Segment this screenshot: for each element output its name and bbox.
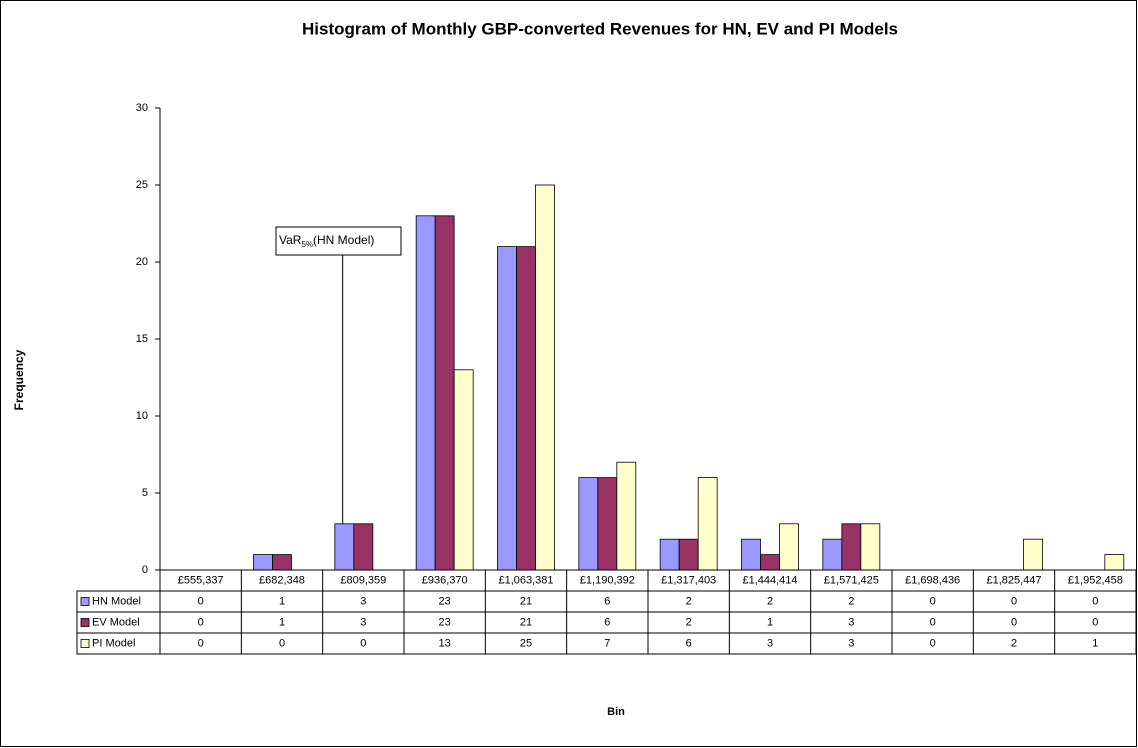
table-cell: 0	[1011, 595, 1017, 607]
y-tick-label: 25	[136, 179, 148, 191]
x-tick-label: £682,348	[259, 574, 305, 586]
table-cell: 0	[198, 637, 204, 649]
y-tick-label: 10	[136, 410, 148, 422]
table-cell: 7	[604, 637, 610, 649]
x-tick-label: £555,337	[178, 574, 224, 586]
bar	[841, 523, 862, 571]
bar	[334, 523, 355, 571]
table-cell: 3	[848, 637, 854, 649]
table-cell: 2	[848, 595, 854, 607]
table-cell: 3	[767, 637, 773, 649]
table-cell: 0	[930, 595, 936, 607]
chart-title: Histogram of Monthly GBP-converted Reven…	[302, 19, 898, 38]
table-cell: 0	[198, 616, 204, 628]
bar	[860, 523, 881, 571]
legend-swatch	[80, 618, 90, 627]
table-cell: 0	[930, 637, 936, 649]
bar	[659, 538, 680, 571]
x-tick-label: £1,444,414	[742, 574, 797, 586]
table-cell: 23	[439, 616, 451, 628]
y-axis-label: Frequency	[12, 349, 26, 410]
y-tick-label: 15	[136, 333, 148, 345]
table-cell: 1	[1092, 637, 1098, 649]
table-cell: 21	[520, 616, 532, 628]
table-cell: 0	[1092, 616, 1098, 628]
bar	[678, 538, 699, 571]
bar	[272, 554, 292, 571]
y-tick-label: 20	[136, 256, 148, 268]
x-tick-label: £1,825,447	[986, 574, 1041, 586]
table-cell: 0	[930, 616, 936, 628]
x-tick-label: £809,359	[340, 574, 386, 586]
table-cell: 2	[686, 595, 692, 607]
legend-label: PI Model	[92, 637, 135, 649]
bar	[697, 477, 718, 571]
table-cell: 1	[767, 616, 773, 628]
bar	[779, 523, 799, 571]
table-cell: 0	[360, 637, 366, 649]
table-cell: 1	[279, 616, 285, 628]
table-cell: 0	[279, 637, 285, 649]
bar	[497, 246, 517, 571]
table-cell: 3	[360, 616, 366, 628]
bar	[434, 215, 455, 571]
table-cell: 13	[439, 637, 451, 649]
bar	[760, 554, 780, 571]
annotation-text: VaR	[279, 233, 302, 247]
annotation-text: VaR5%(HN Model)	[279, 233, 374, 249]
table-row	[76, 632, 1137, 655]
table-cell: 6	[686, 637, 692, 649]
table-cell: 0	[1011, 616, 1017, 628]
bar	[415, 215, 436, 571]
table-cell: 21	[520, 595, 532, 607]
bar	[353, 523, 374, 571]
table-cell: 2	[1011, 637, 1017, 649]
table-cell: 1	[279, 595, 285, 607]
annotation-box	[275, 226, 402, 256]
x-axis-label: Bin	[607, 706, 625, 718]
table-cell: 3	[360, 595, 366, 607]
table-cell: 23	[439, 595, 451, 607]
table-cell: 0	[198, 595, 204, 607]
bar	[1023, 538, 1043, 571]
table-cell: 25	[520, 637, 532, 649]
legend-swatch	[80, 639, 90, 648]
x-tick-label: £1,190,392	[580, 574, 635, 586]
x-tick-label: £936,370	[422, 574, 468, 586]
annotation-suffix: (HN Model)	[313, 233, 374, 247]
x-tick-label: £1,571,425	[824, 574, 879, 586]
bar	[516, 246, 536, 571]
bar	[253, 554, 273, 571]
legend-swatch	[80, 597, 90, 606]
bar	[578, 477, 599, 571]
table-cell: 3	[848, 616, 854, 628]
y-tick-label: 0	[142, 564, 148, 576]
bar	[535, 184, 555, 571]
x-tick-label: £1,952,458	[1068, 574, 1123, 586]
bar	[822, 538, 843, 571]
bar	[741, 538, 761, 571]
table-cell: 0	[1092, 595, 1098, 607]
table-cell: 6	[604, 595, 610, 607]
bar	[453, 369, 474, 571]
bar	[616, 461, 637, 571]
table-cell: 6	[604, 616, 610, 628]
x-tick-label: £1,063,381	[498, 574, 553, 586]
bar	[1104, 554, 1125, 571]
legend-label: EV Model	[92, 616, 140, 628]
y-tick-label: 30	[136, 102, 148, 114]
annotation-subscript: 5%	[301, 240, 313, 249]
table-cell: 2	[686, 616, 692, 628]
x-tick-label: £1,698,436	[905, 574, 960, 586]
y-tick-label: 5	[142, 487, 148, 499]
bar	[597, 477, 618, 571]
x-tick-label: £1,317,403	[661, 574, 716, 586]
legend-label: HN Model	[92, 595, 141, 607]
table-cell: 2	[767, 595, 773, 607]
